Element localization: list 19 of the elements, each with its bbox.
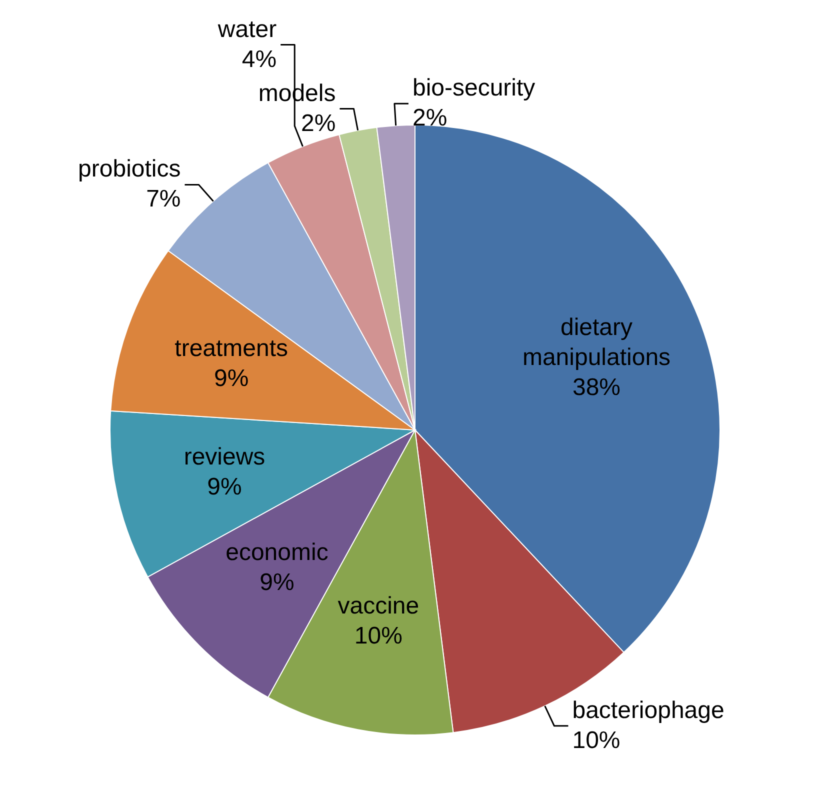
data-label: 10% [572,726,620,754]
slice-label: dietary manipulations [522,314,671,372]
data-label: 9% [260,569,294,596]
data-label: 2% [301,110,336,137]
data-label: 9% [214,364,249,392]
slice-label: treatments [174,334,288,362]
slice-label: vaccine [338,592,420,620]
data-label: 38% [572,374,621,402]
slice-label: water [216,16,277,43]
slice-label: reviews [184,444,266,471]
data-label: 10% [354,622,402,650]
slice-label: economic [226,539,328,566]
data-label: 4% [242,46,277,73]
slice-label: bio-security [412,74,536,102]
data-label: 2% [412,104,448,132]
data-label: 7% [146,186,181,213]
data-label: 9% [207,474,242,501]
slice-label: bacteriophage [572,696,724,724]
slice-label: probiotics [78,156,181,183]
